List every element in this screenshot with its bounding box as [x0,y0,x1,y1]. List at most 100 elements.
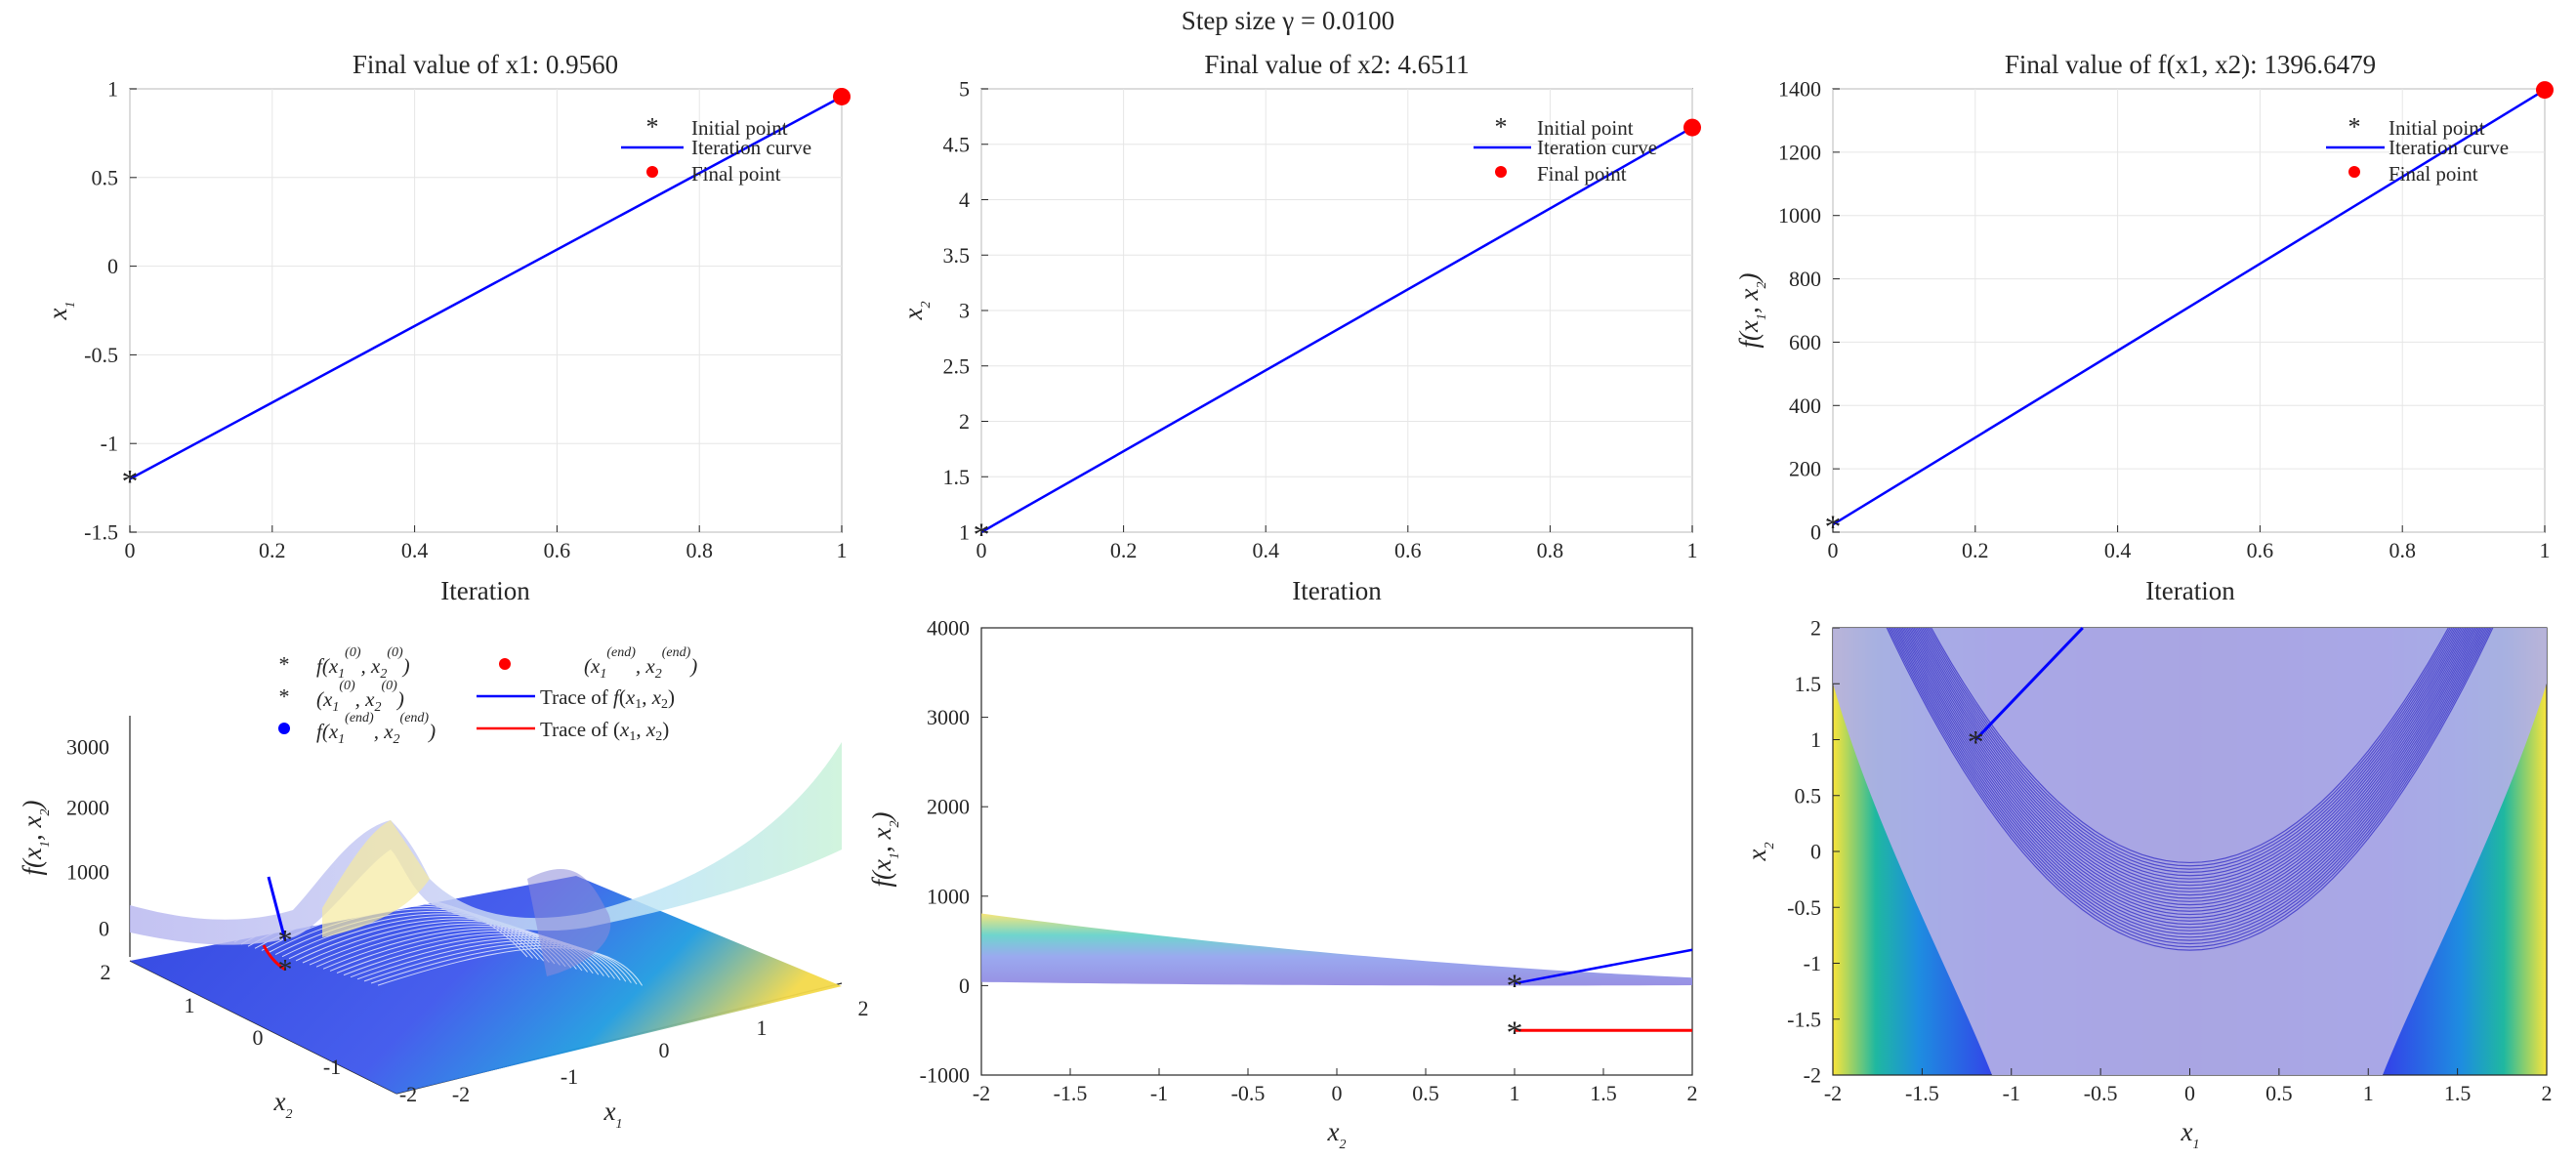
floor-contour-line [274,910,561,966]
legend-final-label: Final point [691,162,781,186]
iteration-curve [1832,89,2546,526]
legend-f-final-marker [278,723,290,734]
plot-area [129,88,843,533]
final-point-marker [2536,81,2554,100]
x-tick-label: 1 [2540,538,2551,562]
legend: * Initial point Iteration curve Final po… [2326,113,2509,186]
contour-line [1906,628,2473,909]
surface-overlay [1833,628,2547,1075]
floor-contour-line [356,939,627,982]
grid [1832,88,2546,533]
y-tick-label: 1000 [927,884,970,908]
x-tick-label: -2 [973,1081,990,1105]
contour-line [1888,628,2492,948]
final-point-marker [833,87,851,105]
y-axis-label: x2 [1742,843,1777,862]
f-initial-marker: * [1507,969,1523,1005]
chart-title: Final value of x1: 0.9560 [353,50,618,79]
x-axis-label: x2 [1327,1117,1347,1152]
x-tick-label: 2 [2542,1081,2553,1105]
y-tick-label: 1 [107,77,118,102]
legend-final-marker [1495,166,1507,178]
legend-initial-label: Initial point [691,116,788,140]
y-tick-label: -1.5 [84,520,118,545]
x-initial-marker: * [278,954,293,986]
chart-x1: Final value of x1: 0.9560 0 0.2 0.4 0.6 0.8 1… [43,50,851,605]
x1-axis-label: x1 [603,1097,623,1132]
x-tick-label: 0.4 [1252,538,1279,562]
chart-side-view: -2 -1.5 -1 -0.5 0 0.5 1 1.5 2 -1000 0 1000 2000 3000… [867,616,1698,1152]
legend-x-initial-marker: * [279,684,290,709]
floor-contour-line [370,944,638,985]
y-tick-label: 1.5 [943,465,971,489]
legend-final-marker [2348,166,2360,178]
z-tick: 1000 [66,860,109,885]
contour-line [1901,628,2478,919]
x-tick-label: 0 [976,538,987,562]
y-tick-label: -0.5 [1787,895,1821,920]
suptitle: Step size γ = 0.0100 [1182,6,1394,35]
chart-title: Final value of x2: 4.6511 [1204,50,1469,79]
x-tick-label: 0.4 [2104,538,2132,562]
x-tick-label: 0.5 [1412,1081,1439,1105]
y-tick-label: 1.5 [1795,672,1822,696]
x-tick-label: 0.6 [1394,538,1422,562]
x-tick-label: 0 [125,538,136,562]
trace-x-line [262,944,286,972]
y-ticks: -1.5 -1 -0.5 0 0.5 1 [84,77,137,545]
y-tick-label: 1400 [1778,77,1821,102]
x-tick-label: 0.8 [1537,538,1564,562]
z-tick: 0 [99,917,109,941]
legend-trace-x-label: Trace of (x1, x2) [540,718,669,744]
x-tick-label: -2 [1824,1081,1842,1105]
initial-point-marker: * [122,464,139,500]
contour-line [1895,628,2484,932]
x-tick-label: 1 [2363,1081,2374,1105]
contour-line [1929,628,2451,867]
legend-initial-label: Initial point [2389,116,2485,140]
x-ticks: -2 -1.5 -1 -0.5 0 0.5 1 1.5 2 [1824,1068,2553,1105]
legend-initial-marker: * [646,113,659,142]
y-tick-label: -1000 [920,1063,970,1088]
legend-f-final-label: f(x1(end), x2(end)) [316,711,436,747]
x2-ticks: 2 1 0 -1 -2 [101,960,418,1106]
x-ticks: -2 -1.5 -1 -0.5 0 0.5 1 1.5 2 [973,1068,1698,1105]
x-tick-label: 1 [1687,538,1698,562]
y-tick-label: -0.5 [84,343,118,367]
contour-line [1931,628,2449,864]
y-tick-label: 0 [107,254,118,278]
contour-line [1918,628,2462,887]
y-tick-label: 400 [1789,394,1821,418]
contours [1886,628,2494,951]
chart-surface-3d: * f(x1(0), x2(0)) * (x1(0), x2(0)) f(x1(… [18,645,869,1132]
contour-line [1909,628,2471,902]
y-axis-label: f(x1, x2) [867,812,902,888]
contour-line [1904,628,2475,912]
x1-tick: 0 [659,1038,670,1062]
y-tick-label: -1 [1804,951,1821,975]
y-ticks: 0 200 400 600 800 1000 1200 1400 [1778,77,1840,545]
x2-axis-label: x2 [273,1087,293,1122]
y-tick-label: 1000 [1778,203,1821,228]
x-tick-label: -0.5 [2084,1081,2118,1105]
x2-tick: -2 [399,1082,417,1106]
y-tick-label: 1200 [1778,140,1821,164]
legend-x-initial-label: (x1(0), x2(0)) [316,679,404,715]
y-axis-label: x2 [898,302,934,321]
x-tick-label: 2 [1687,1081,1698,1105]
contour-line [1896,628,2483,929]
y-tick-label: 0.5 [92,165,119,189]
contour-line [1913,628,2467,896]
grid [980,88,1693,533]
x2-tick: 0 [253,1025,264,1050]
x2-tick: 2 [101,960,111,984]
floor-contour-line [363,942,632,983]
x1-tick: -2 [452,1082,470,1106]
contour-line [1911,628,2469,899]
contour-line [1916,628,2464,890]
trace-f-line [1514,948,1693,985]
contour-line [1898,628,2481,926]
f-initial-marker: * [278,925,293,957]
x-axis-label: Iteration [440,576,530,605]
legend-final-label: Final point [1537,162,1627,186]
